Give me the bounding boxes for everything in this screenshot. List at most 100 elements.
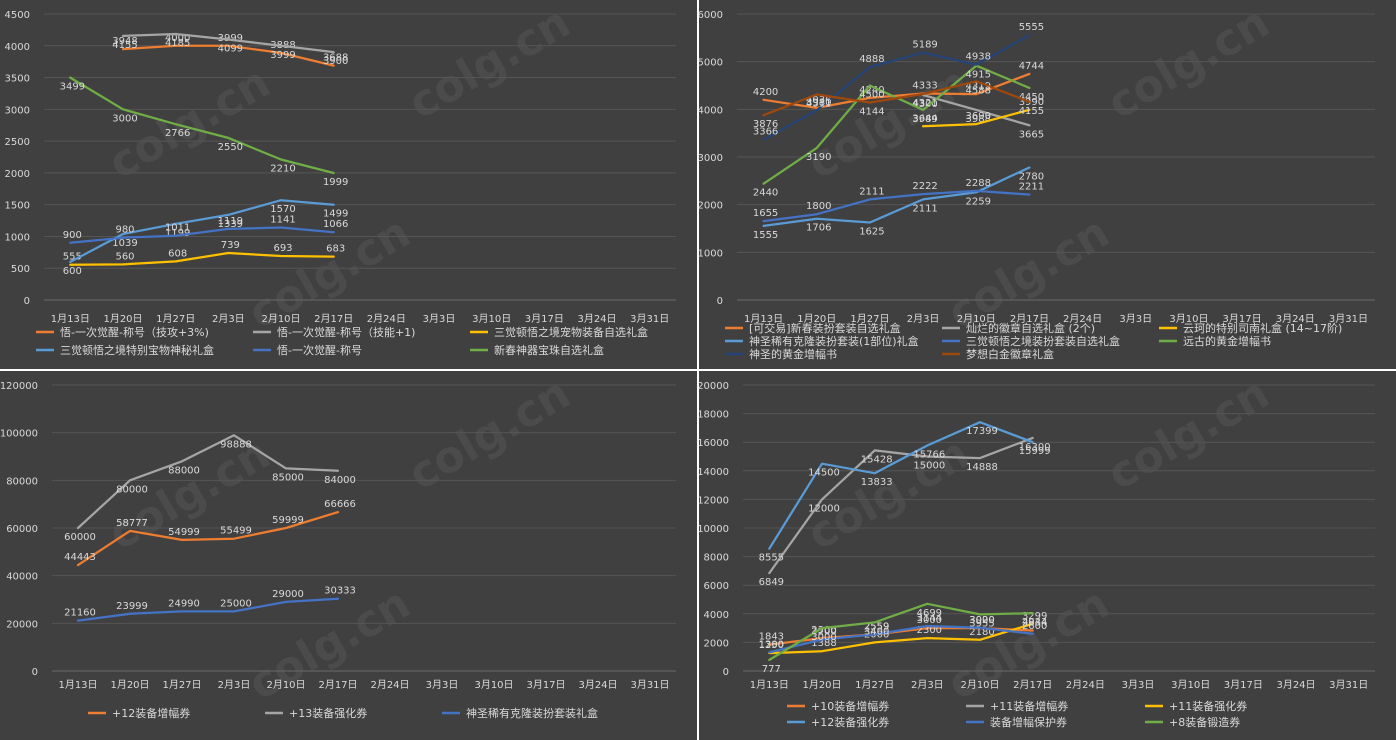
x-tick-label: 3月3日 — [1119, 313, 1152, 325]
legend-item: 神圣稀有克隆装扮套装(1部位)礼盒 — [725, 334, 919, 348]
legend-label: 悟-一次觉醒-称号（技能+1) — [277, 325, 415, 339]
x-tick-label: 1月13日 — [51, 313, 90, 325]
data-label: 21160 — [64, 608, 96, 619]
data-label: 3000 — [811, 632, 836, 643]
legend-label: 神圣稀有克隆装扮套装礼盒 — [466, 706, 598, 720]
legend-label: +11装备增幅券 — [990, 699, 1068, 713]
data-label: 3665 — [1019, 129, 1044, 140]
y-tick-label: 5000 — [699, 58, 723, 69]
data-label: 3000 — [969, 615, 994, 626]
legend-label: +13装备强化券 — [289, 706, 367, 720]
legend-item: 悟-一次觉醒-称号 — [253, 343, 362, 357]
data-label: 2300 — [811, 625, 836, 636]
watermark-text: colg.cn — [400, 371, 579, 501]
series-line-3 — [69, 251, 335, 266]
data-label: 2440 — [753, 188, 778, 199]
data-label: 2766 — [165, 128, 190, 139]
legend-item: 三觉顿悟之境装扮套装自选礼盒 — [942, 334, 1120, 348]
y-tick-label: 1000 — [699, 248, 723, 259]
data-label: 80000 — [116, 484, 148, 495]
data-label: 16300 — [1019, 442, 1051, 453]
y-tick-label: 8000 — [704, 553, 729, 564]
data-label: 44443 — [64, 552, 96, 563]
x-tick-label: 3月31日 — [630, 679, 669, 691]
x-tick-label: 2月3日 — [212, 313, 245, 325]
data-label: 1655 — [753, 208, 778, 219]
x-tick-label: 2月17日 — [1013, 679, 1052, 691]
legend-item: +11装备增幅券 — [966, 699, 1068, 713]
line-chart-3: colg.cn colg.cncolg.cn0200004000060000800… — [0, 371, 676, 720]
data-label: 4200 — [753, 87, 778, 98]
data-label: 4185 — [165, 38, 190, 49]
x-tick-label: 2月17日 — [314, 313, 353, 325]
x-tick-label: 2月24日 — [1063, 313, 1102, 325]
data-label: 15766 — [913, 450, 945, 461]
x-tick-label: 3月24日 — [1276, 679, 1315, 691]
data-label: 60000 — [64, 532, 96, 543]
legend-item: 云珂的特别司南礼盒 (14~17阶) — [1159, 321, 1342, 335]
data-label: 4044 — [1022, 617, 1047, 628]
legend-label: 悟-一次觉醒-称号 — [277, 343, 362, 357]
y-tick-label: 4500 — [5, 10, 30, 21]
y-tick-label: 3500 — [5, 74, 30, 85]
y-tick-label: 0 — [24, 296, 30, 307]
y-tick-label: 4000 — [704, 610, 729, 621]
data-label: 1625 — [859, 227, 884, 238]
legend-item: [可交易]新春装扮套装自选礼盒 — [725, 321, 901, 335]
y-tick-label: 500 — [11, 264, 30, 275]
data-label: 777 — [762, 664, 781, 675]
data-label: 608 — [168, 248, 187, 259]
data-label: 15428 — [861, 454, 893, 465]
x-tick-label: 3月3日 — [423, 313, 456, 325]
legend-item: 神圣稀有克隆装扮套装礼盒 — [442, 706, 598, 720]
data-label: 3144 — [917, 613, 942, 624]
legend-item: +8装备锻造券 — [1145, 715, 1240, 729]
y-tick-label: 0 — [717, 296, 723, 307]
x-tick-label: 2月3日 — [218, 679, 251, 691]
data-label: 14500 — [808, 468, 840, 479]
data-label: 88000 — [168, 465, 200, 476]
y-tick-label: 20000 — [6, 619, 38, 630]
legend-label: 三觉顿悟之境装扮套装自选礼盒 — [966, 334, 1120, 348]
x-tick-label: 3月31日 — [1329, 313, 1368, 325]
legend-item: 三觉顿悟之境特别宝物神秘礼盒 — [36, 343, 214, 357]
data-label: 980 — [115, 225, 134, 236]
data-label: 15999 — [1019, 446, 1051, 457]
data-label: 13833 — [861, 477, 893, 488]
data-label: 3400 — [864, 626, 889, 637]
series-line-4 — [768, 421, 1034, 550]
y-tick-label: 40000 — [6, 572, 38, 583]
legend-label: 云珂的特别司南礼盒 (14~17阶) — [1183, 321, 1342, 335]
data-label: 3948 — [112, 36, 137, 47]
data-label: 2300 — [917, 625, 942, 636]
y-tick-label: 18000 — [699, 410, 729, 421]
x-tick-label: 2月10日 — [957, 313, 996, 325]
data-label: 3876 — [753, 119, 778, 130]
data-label: 3190 — [806, 152, 831, 163]
data-label: 1570 — [270, 204, 295, 215]
y-tick-label: 60000 — [6, 524, 38, 535]
watermark-text: colg.cn — [799, 57, 978, 190]
data-label: 4099 — [218, 43, 243, 54]
data-label: 5555 — [1019, 22, 1044, 33]
data-label: 1011 — [165, 223, 190, 234]
data-label: 3999 — [270, 50, 295, 61]
x-tick-label: 1月20日 — [797, 313, 836, 325]
data-label: 98888 — [220, 439, 252, 450]
data-label: 600 — [63, 266, 82, 277]
data-label: 1706 — [806, 223, 831, 234]
data-label: 3900 — [323, 56, 348, 67]
x-tick-label: 3月24日 — [577, 313, 616, 325]
data-label: 4311 — [806, 99, 831, 110]
legend-label: 灿烂的徽章自选礼盒 (2个) — [966, 321, 1095, 335]
data-label: 4144 — [859, 106, 884, 117]
legend-label: 三觉顿悟之境特别宝物神秘礼盒 — [60, 343, 214, 357]
data-label: 84000 — [324, 475, 356, 486]
data-label: 1141 — [270, 214, 295, 225]
data-label: 8555 — [759, 553, 784, 564]
x-tick-label: 1月13日 — [58, 679, 97, 691]
data-label: 3955 — [969, 618, 994, 629]
series-line-3 — [768, 622, 1034, 655]
data-label: 693 — [273, 243, 292, 254]
data-label: 3020 — [969, 615, 994, 626]
